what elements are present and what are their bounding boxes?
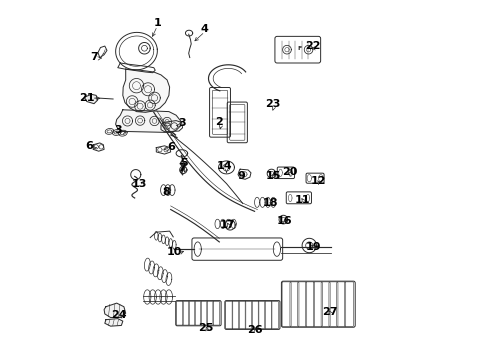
Text: 3: 3 bbox=[179, 118, 186, 128]
Text: 23: 23 bbox=[264, 99, 280, 109]
Text: 26: 26 bbox=[247, 325, 263, 336]
Text: 12: 12 bbox=[310, 176, 326, 186]
Polygon shape bbox=[104, 319, 122, 326]
Polygon shape bbox=[84, 94, 98, 104]
Text: 11: 11 bbox=[294, 195, 310, 205]
Text: 19: 19 bbox=[305, 242, 321, 252]
Text: 8: 8 bbox=[162, 186, 169, 197]
Text: 25: 25 bbox=[198, 323, 213, 333]
Text: 17: 17 bbox=[219, 220, 235, 230]
Text: 13: 13 bbox=[131, 179, 147, 189]
Text: 4: 4 bbox=[201, 24, 208, 34]
Text: 6: 6 bbox=[85, 141, 93, 151]
Text: 18: 18 bbox=[262, 198, 278, 208]
Polygon shape bbox=[115, 110, 180, 132]
Text: 15: 15 bbox=[265, 171, 281, 181]
Text: 10: 10 bbox=[166, 247, 182, 257]
Text: 5: 5 bbox=[180, 158, 187, 168]
Text: 7: 7 bbox=[178, 163, 186, 174]
Text: 1: 1 bbox=[153, 18, 161, 28]
Text: 7: 7 bbox=[90, 52, 98, 62]
Text: 24: 24 bbox=[111, 310, 127, 320]
Text: 3: 3 bbox=[114, 125, 122, 135]
Text: F: F bbox=[297, 46, 301, 51]
Text: 14: 14 bbox=[217, 161, 232, 171]
Text: 22: 22 bbox=[305, 41, 320, 51]
Text: 21: 21 bbox=[79, 93, 94, 103]
Polygon shape bbox=[122, 69, 169, 112]
Text: 20: 20 bbox=[282, 167, 297, 177]
Text: 2: 2 bbox=[214, 117, 222, 127]
Text: 16: 16 bbox=[276, 216, 291, 226]
Text: 6: 6 bbox=[166, 142, 174, 152]
Polygon shape bbox=[104, 303, 125, 318]
Text: 27: 27 bbox=[321, 307, 337, 318]
Text: 9: 9 bbox=[237, 171, 244, 181]
